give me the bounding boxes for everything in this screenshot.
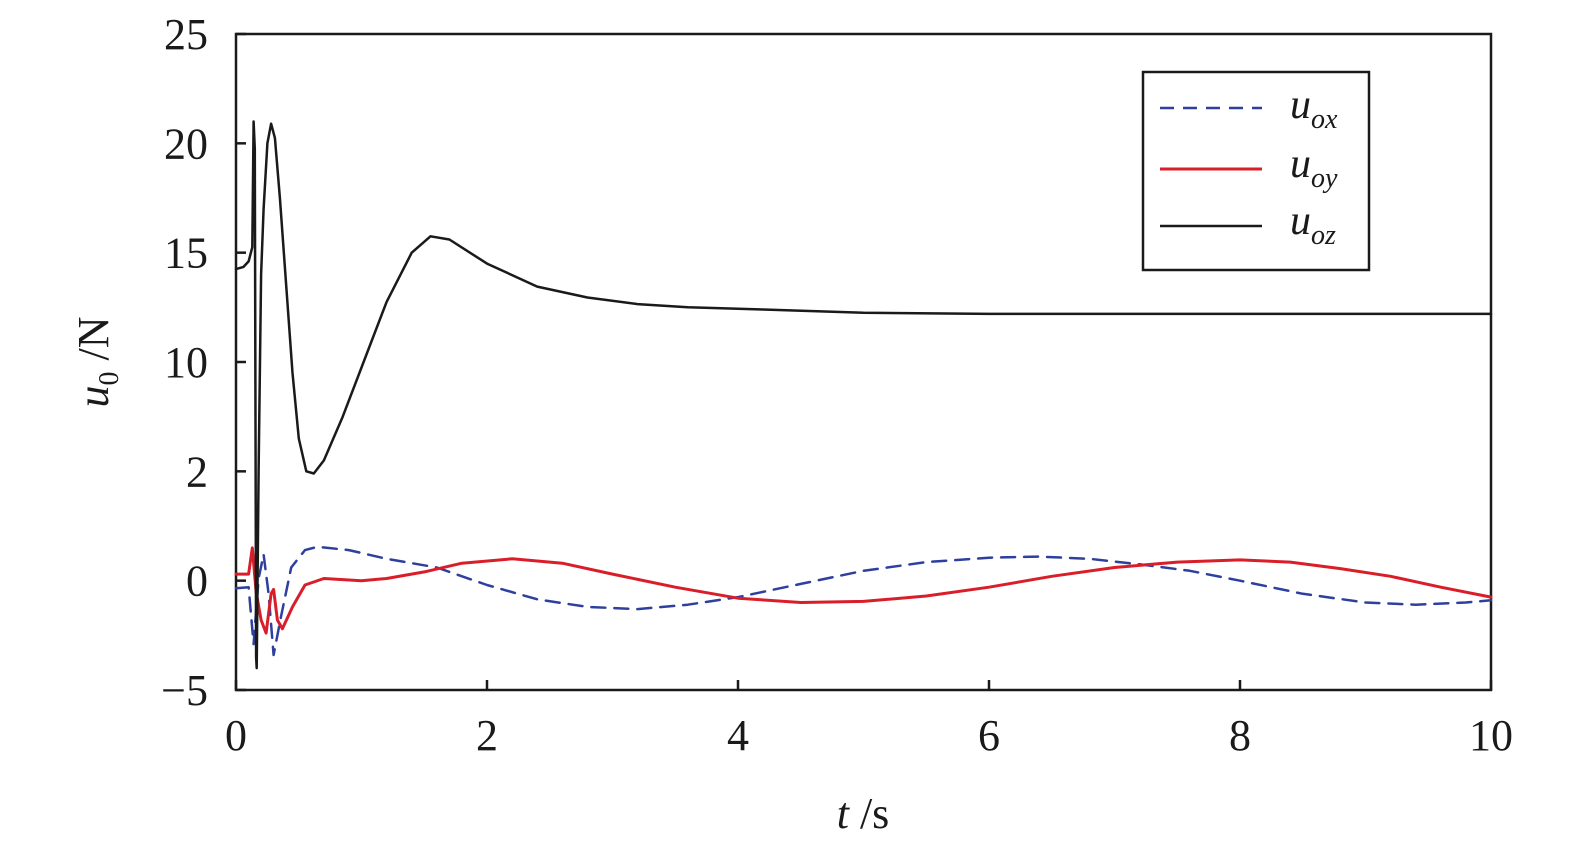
legend-label-u-ox: uox	[1290, 82, 1338, 135]
y-axis-label-var: u	[69, 386, 118, 408]
legend-box	[1141, 70, 1371, 272]
series-line-u-oy	[234, 546, 1493, 635]
y-tick-label: 25	[164, 10, 208, 59]
x-tick-label: 0	[225, 711, 247, 760]
x-tick-label: 4	[727, 711, 749, 760]
x-tick-label: 8	[1229, 711, 1251, 760]
x-axis-ticks: 0 2 4 6 8 10	[225, 680, 1513, 760]
y-axis-label-unit: /N	[69, 317, 118, 372]
x-axis-label-unit: /s	[849, 789, 889, 838]
y-tick-label: 15	[164, 229, 208, 278]
y-axis-label-sub: 0	[94, 372, 125, 386]
y-axis-label: u0 /N	[69, 317, 125, 408]
legend-label-u-ox-main: u	[1290, 82, 1311, 128]
y-axis-ticks: −5 0 2 10 15 20 25	[161, 10, 246, 715]
y-tick-label: 20	[164, 119, 208, 168]
y-tick-label: 10	[164, 338, 208, 387]
series-layer	[234, 120, 1493, 670]
x-axis-label: t /s	[837, 789, 890, 838]
legend-label-u-ox-sub: ox	[1311, 104, 1338, 135]
series-line-u-oz	[234, 120, 1493, 670]
x-tick-label: 10	[1469, 711, 1513, 760]
y-tick-label: 0	[186, 557, 208, 606]
x-tick-label: 6	[978, 711, 1000, 760]
legend-label-u-oz-main: u	[1290, 198, 1311, 244]
legend-label-u-oz: uoz	[1290, 198, 1336, 251]
legend-label-u-oy-sub: oy	[1311, 163, 1338, 194]
y-tick-label: −5	[161, 666, 208, 715]
legend-label-u-oy: uoy	[1290, 141, 1338, 194]
x-axis-label-var: t	[837, 789, 851, 838]
legend-label-u-oz-sub: oz	[1311, 220, 1336, 251]
series-line-u-ox	[234, 545, 1493, 657]
y-tick-label: 2	[186, 447, 208, 496]
legend: uox uoy uoz	[1141, 70, 1371, 272]
legend-label-u-oy-main: u	[1290, 141, 1311, 187]
x-tick-label: 2	[476, 711, 498, 760]
